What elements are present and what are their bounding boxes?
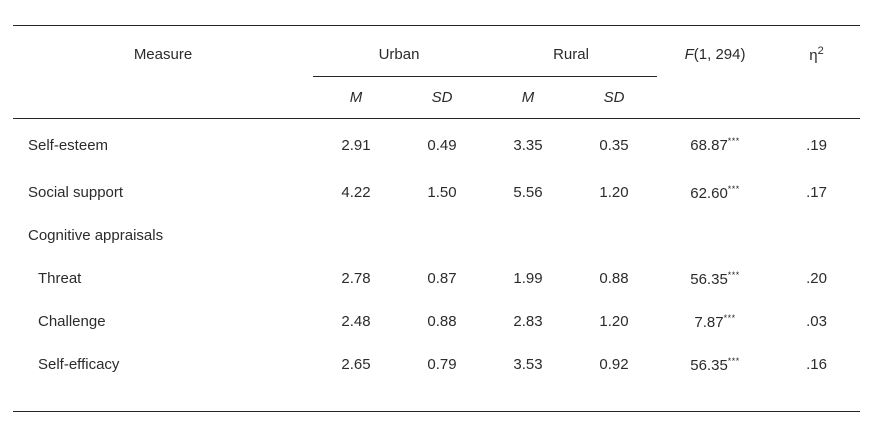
eta-squared-value: .19 (806, 136, 827, 154)
rural-sd-value: 0.92 (599, 356, 629, 373)
urban-mean-value: 2.48 (341, 313, 371, 330)
significance-stars: *** (727, 269, 740, 280)
eta-squared-value: .17 (806, 184, 827, 201)
rural-sd-value: 1.20 (599, 184, 629, 201)
rural-sd-value: 0.35 (599, 136, 629, 154)
group-header-row: Measure Urban Rural F(1, 294) η2 (13, 26, 860, 77)
urban-group-header: Urban (313, 26, 486, 77)
urban-mean-value: 2.65 (341, 356, 371, 373)
spacer-cell (773, 77, 860, 119)
eta-exponent: 2 (817, 44, 824, 57)
urban-sd-value: 0.88 (427, 313, 457, 330)
f-value: 56.35 (690, 270, 728, 288)
spacer-cell (657, 77, 773, 119)
significance-stars: *** (727, 355, 740, 366)
measure-sublabel: Self-efficacy (38, 356, 120, 373)
measure-sublabel: Challenge (38, 313, 106, 330)
f-value: 68.87 (690, 137, 728, 154)
f-value-cell (657, 214, 773, 257)
measure-column-header: Measure (133, 45, 193, 63)
eta-squared-value (773, 214, 860, 257)
urban-mean-value: 2.91 (341, 136, 371, 154)
measure-group-label: Cognitive appraisals (28, 227, 164, 244)
eta-symbol: η (809, 46, 818, 64)
f-value-cell: 7.87*** (657, 300, 773, 343)
f-value: 62.60 (690, 184, 728, 202)
rural-mean-value (485, 214, 571, 257)
rural-group-header: Rural (485, 26, 658, 77)
urban-sd-header: SD (431, 89, 453, 106)
measure-label: Social support (28, 184, 124, 201)
f-symbol: F (684, 45, 694, 63)
anova-results-table: Measure Urban Rural F(1, 294) η2 M SD M … (13, 25, 861, 412)
urban-mean-value: 4.22 (341, 184, 371, 201)
eta-squared-value: .16 (806, 356, 827, 373)
f-value-cell: 62.60*** (657, 171, 773, 214)
f-value-cell: 56.35*** (657, 343, 773, 386)
measure-sublabel: Threat (38, 270, 82, 287)
table-row: Threat 2.78 0.87 1.99 0.88 56.35*** .20 (13, 257, 860, 300)
stat-subheader-row: M SD M SD (13, 77, 861, 119)
urban-sd-value (399, 214, 485, 257)
urban-mean-value: 2.78 (341, 270, 371, 287)
rural-mean-value: 2.83 (513, 313, 543, 330)
f-degrees-of-freedom: (1, 294) (693, 45, 746, 63)
f-statistic-header: F(1, 294) (657, 26, 773, 77)
rural-mean-value: 3.53 (513, 356, 543, 373)
results-table: Measure Urban Rural F(1, 294) η2 M SD M … (13, 26, 861, 386)
f-value: 7.87 (694, 313, 724, 331)
urban-mean-header: M (349, 89, 363, 106)
table-row: Self-efficacy 2.65 0.79 3.53 0.92 56.35*… (13, 343, 860, 386)
f-value-cell: 56.35*** (657, 257, 773, 300)
table-row: Cognitive appraisals (13, 214, 860, 257)
rural-sd-header: SD (603, 89, 625, 106)
rural-sd-value: 0.88 (599, 270, 629, 287)
significance-stars: *** (727, 183, 740, 194)
urban-sd-value: 0.79 (427, 356, 457, 373)
spacer-cell (13, 77, 313, 119)
measure-label: Self-esteem (28, 136, 109, 154)
rural-sd-value: 1.20 (599, 313, 629, 330)
table-row: Challenge 2.48 0.88 2.83 1.20 7.87*** .0… (13, 300, 860, 343)
table-row: Self-esteem 2.91 0.49 3.35 0.35 68.87***… (13, 119, 860, 172)
rural-sd-value (571, 214, 657, 257)
rural-mean-value: 3.35 (513, 136, 543, 154)
f-value: 56.35 (690, 356, 728, 374)
urban-sd-value: 1.50 (427, 184, 457, 201)
eta-squared-header: η2 (773, 26, 860, 77)
rural-mean-value: 5.56 (513, 184, 543, 201)
significance-stars: *** (723, 312, 736, 323)
rural-mean-value: 1.99 (513, 270, 543, 287)
significance-stars: *** (727, 136, 740, 146)
f-value-cell: 68.87*** (657, 119, 773, 172)
table-row: Social support 4.22 1.50 5.56 1.20 62.60… (13, 171, 860, 214)
eta-squared-value: .20 (806, 270, 827, 287)
rural-mean-header: M (521, 89, 535, 106)
eta-squared-value: .03 (806, 313, 827, 330)
urban-mean-value (313, 214, 399, 257)
urban-sd-value: 0.87 (427, 270, 457, 287)
urban-sd-value: 0.49 (427, 136, 457, 154)
